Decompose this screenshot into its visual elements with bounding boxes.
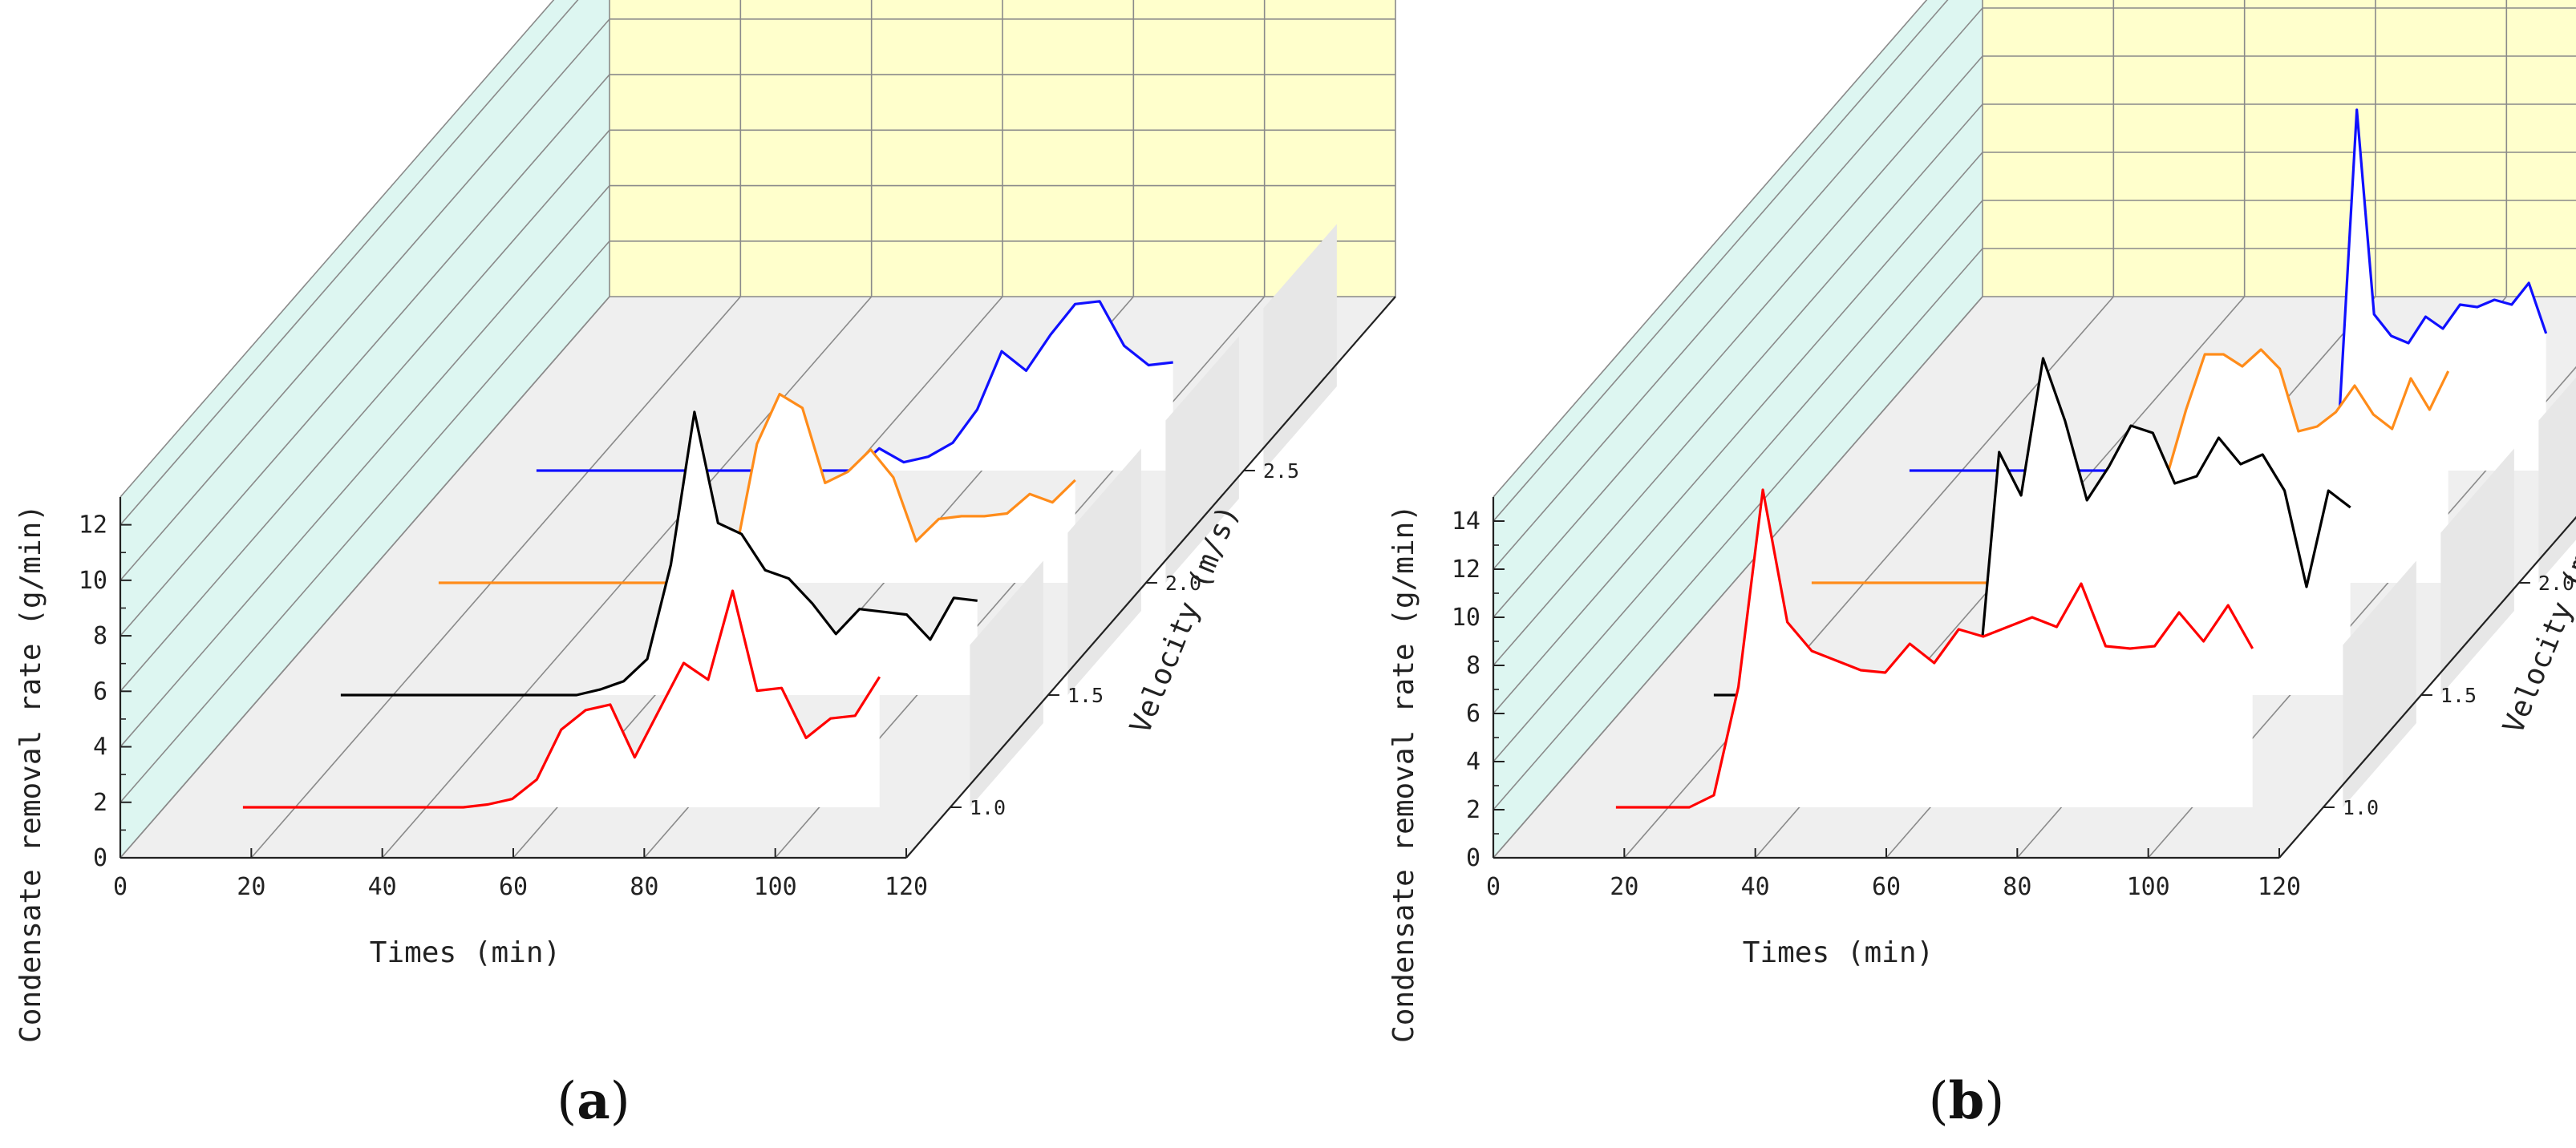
side-wall-top-edge (1493, 0, 1928, 498)
floor-grid-line (250, 296, 741, 859)
x-tick-label: 40 (368, 873, 397, 901)
z-axis-line (905, 296, 1396, 859)
x-tick-label: 40 (1741, 873, 1770, 901)
y-tick-label: 6 (93, 677, 107, 705)
z-tick-label: 1.5 (2440, 684, 2477, 707)
side-wall-grid-line (119, 241, 610, 803)
z-tick-label: 1.5 (1067, 684, 1104, 707)
series-ribbon-25 (536, 301, 1173, 471)
series-ribbon-25 (1909, 110, 2546, 471)
x-tick-label: 60 (499, 873, 528, 901)
side-wall-grid-line (1493, 200, 1983, 762)
side-wall-grid-line (119, 18, 610, 581)
side-wall-grid-line (119, 185, 610, 748)
series-end-panel (1263, 224, 1337, 471)
y-tick-label: 4 (93, 734, 107, 762)
x-axis-title: Times (min) (370, 936, 561, 969)
side-wall-plane (1493, 0, 1983, 858)
x-tick-label: 80 (630, 873, 658, 901)
side-wall-grid-line (1493, 296, 1983, 859)
series-line-15 (340, 410, 978, 697)
series-line-10 (1615, 488, 2254, 809)
panel-label: (b) (1929, 1071, 2005, 1131)
y-tick-label: 0 (1466, 844, 1480, 872)
series-end-panel (2343, 560, 2416, 807)
series-end-panel (970, 560, 1043, 807)
side-wall-grid-line (1493, 55, 1983, 618)
series-end-panel (1067, 448, 1141, 695)
side-wall-top-edge (119, 0, 555, 498)
panel-a-chart: 0 20 40 60 80 100 120 0 2 4 6 8 10 12 1.0 1.5 2.0 2.5 Time… (14, 0, 1396, 1131)
series-ribbon-15 (1713, 358, 2351, 695)
series-ribbon-15 (340, 411, 978, 695)
series-line-10 (242, 589, 881, 809)
side-wall-grid-line (119, 74, 610, 637)
side-wall-grid-line (1493, 7, 1983, 570)
side-wall-grid-line (119, 296, 610, 859)
z-axis-line (2278, 515, 2576, 859)
y-tick-label: 2 (93, 789, 107, 817)
y-axis-title: Condensate removal rate (g/min) (14, 504, 47, 1043)
y-axis-title: Condensate removal rate (g/min) (1387, 504, 1420, 1043)
series-end-panel (1165, 336, 1239, 583)
series-line-20 (438, 393, 1076, 584)
y-tick-label: 8 (93, 622, 107, 650)
y-tick-label: 10 (1452, 604, 1480, 632)
x-tick-label: 20 (1610, 873, 1638, 901)
z-tick-label: 2.0 (2538, 572, 2574, 595)
floor-grid-line (1623, 296, 2114, 859)
x-axis-title: Times (min) (1743, 936, 1934, 969)
side-wall-grid-line (119, 129, 610, 692)
x-tick-label: 0 (113, 873, 128, 901)
z-tick-label: 1.0 (970, 796, 1006, 819)
back-wall-plane (1983, 0, 2576, 297)
x-tick-label: 100 (2127, 873, 2170, 901)
z-tick-label: 2.0 (1165, 572, 1201, 595)
y-tick-label: 10 (79, 567, 107, 595)
series-ribbon-10 (1615, 490, 2253, 807)
side-wall-grid-line (119, 0, 579, 526)
z-tick-label: 1.0 (2343, 796, 2379, 819)
side-wall-grid-line (1493, 103, 1983, 666)
series-end-panel (2538, 378, 2576, 583)
y-tick-label: 14 (1452, 507, 1480, 536)
side-wall-grid-line (1493, 152, 1983, 714)
y-tick-label: 8 (1466, 652, 1480, 680)
y-tick-label: 12 (79, 511, 107, 540)
series-ribbon-20 (438, 394, 1075, 583)
floor-grid-line (382, 296, 873, 859)
y-tick-label: 12 (1452, 556, 1480, 584)
y-tick-label: 6 (1466, 700, 1480, 728)
x-tick-label: 80 (2003, 873, 2031, 901)
series-end-panel (2440, 448, 2514, 695)
x-tick-label: 100 (754, 873, 797, 901)
x-tick-label: 20 (237, 873, 265, 901)
y-tick-label: 2 (1466, 796, 1480, 824)
y-tick-label: 0 (93, 844, 107, 872)
x-tick-label: 0 (1486, 873, 1501, 901)
panel-b-chart: 020406080100120024681012141.01.52.02.5Ti… (1387, 0, 2576, 1131)
x-tick-label: 120 (885, 873, 928, 901)
side-wall-grid-line (1493, 248, 1983, 810)
series-ribbon-10 (242, 591, 880, 807)
side-wall-grid-line (1493, 0, 1949, 522)
x-tick-label: 120 (2258, 873, 2301, 901)
y-tick-label: 4 (1466, 748, 1480, 776)
panel-label: (a) (557, 1071, 630, 1131)
z-tick-label: 2.5 (1263, 459, 1299, 483)
x-tick-label: 60 (1872, 873, 1901, 901)
